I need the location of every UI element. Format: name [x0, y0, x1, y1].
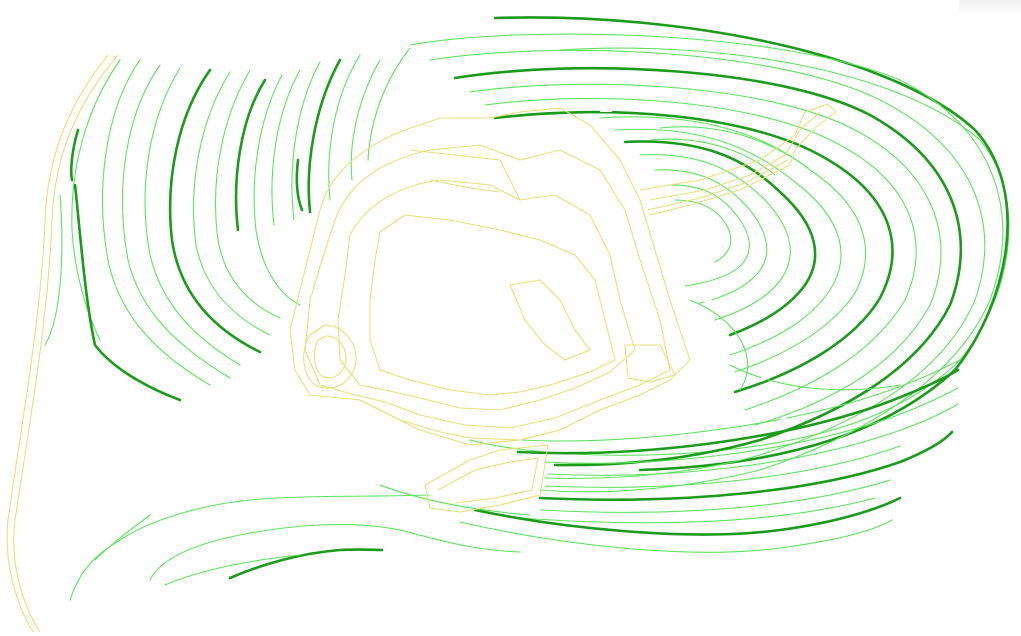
se-contour-8 [519, 497, 876, 524]
sw-contour-4 [164, 554, 301, 586]
contour-gaps [600, 108, 787, 422]
contour-ring-12 [639, 154, 791, 321]
w-contour-6 [121, 64, 231, 379]
se-contour-6 [538, 430, 954, 501]
contour-ring-14 [667, 184, 750, 287]
sw-contour-2 [149, 523, 521, 581]
sw-contour-5 [94, 514, 151, 561]
w-contour-8 [168, 68, 262, 354]
southeast-contours [459, 299, 961, 553]
gap-3 [704, 298, 713, 304]
w-contour-4 [44, 194, 63, 346]
se-contour-11 [689, 299, 749, 391]
se-contour-9 [473, 496, 902, 536]
pit-ramp-north [409, 149, 521, 201]
se-contour-10 [459, 519, 893, 553]
gap-5 [759, 376, 767, 382]
w-contour-10 [215, 69, 281, 319]
contour-ring-10 [614, 128, 842, 356]
pit-north-spur-inner [649, 111, 821, 201]
w-contour-13 [271, 69, 301, 226]
contour-ring-6 [469, 83, 942, 426]
contour-ring-11 [623, 140, 817, 337]
pit-sump-ring-inner [313, 335, 347, 379]
contour-ring-5 [453, 66, 963, 467]
pit-boundaries [6, 54, 837, 633]
w-contour-9 [193, 71, 271, 336]
se-contour-3 [544, 387, 959, 464]
view-corner-tab [959, 0, 1021, 16]
w-contour-3 [73, 183, 182, 402]
w-contour-12 [253, 74, 301, 306]
pit-south-ramp [424, 444, 549, 513]
pit-outline-terrace-1 [304, 144, 671, 429]
w-contour-2 [69, 128, 80, 182]
w-contour-1 [71, 59, 121, 341]
contour-ring-2 [493, 16, 1009, 472]
pit-outline-terrace-2 [337, 179, 636, 411]
se-contour-1 [519, 359, 961, 442]
w-contour-5 [101, 59, 211, 386]
w-contour-17 [350, 59, 381, 181]
west-contours [44, 47, 411, 402]
contour-ring-7 [484, 97, 917, 411]
west-road-inner [6, 54, 109, 633]
sw-contour-1 [69, 494, 431, 601]
w-contour-7 [144, 67, 241, 366]
west-road-outer [13, 54, 119, 633]
contour-ring-3 [409, 33, 1004, 493]
sw-contour-3 [228, 548, 384, 580]
contour-ring-17 [659, 126, 809, 169]
pit-north-spur [639, 103, 837, 216]
contour-ring-15 [674, 199, 732, 263]
se-contour-4 [547, 403, 959, 476]
contour-ring-13 [654, 169, 768, 304]
pit-bottom-edge [359, 399, 561, 441]
se-contour-2 [516, 368, 960, 455]
contour-ring-9 [599, 116, 867, 373]
w-contour-19 [295, 158, 304, 212]
pit-outline-floor [369, 214, 616, 396]
contour-ring-4 [429, 49, 986, 479]
w-contour-14 [291, 61, 321, 221]
w-contour-15 [307, 58, 342, 214]
contour-ring-8 [493, 110, 894, 394]
w-contour-11 [234, 78, 267, 232]
pit-north-spur-lower [647, 159, 789, 211]
pit-south-ramp-inner [437, 457, 539, 504]
se-contour-7 [539, 479, 891, 513]
east-contour-rings [409, 16, 1010, 493]
sw-contour-6 [379, 484, 531, 516]
pit-inner-bench [509, 279, 591, 361]
w-contour-16 [328, 54, 361, 201]
gap-4 [779, 416, 787, 422]
w-contour-18 [367, 47, 411, 161]
se-contour-5 [544, 445, 901, 488]
southwest-contours [69, 484, 531, 601]
pit-sump-ring-outer [303, 324, 357, 389]
pit-east-bench [624, 344, 676, 383]
gap-2 [699, 128, 707, 134]
se-contour-12 [729, 364, 901, 391]
